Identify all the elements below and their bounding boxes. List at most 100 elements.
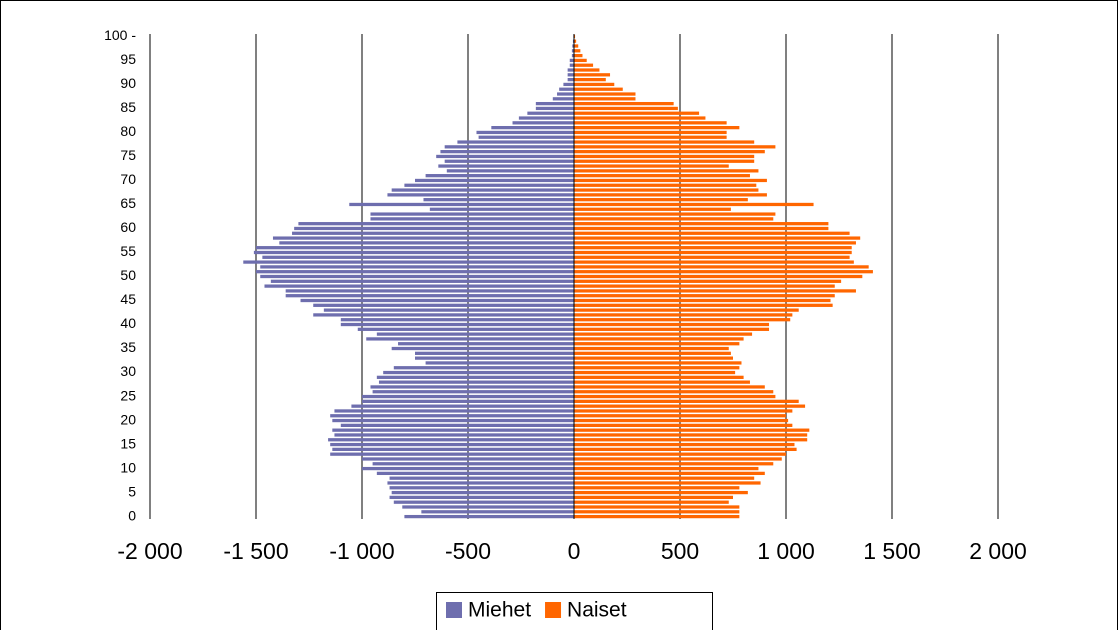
- bar: [574, 193, 767, 197]
- bar: [574, 327, 770, 331]
- bar: [571, 53, 574, 58]
- bar: [415, 356, 574, 360]
- bar: [423, 198, 574, 202]
- bar: [574, 212, 776, 216]
- bar: [300, 298, 574, 303]
- bar: [574, 164, 729, 168]
- bar: [279, 241, 574, 245]
- bar: [567, 73, 574, 77]
- bar: [491, 126, 574, 130]
- bar: [574, 298, 831, 303]
- bar: [567, 68, 574, 72]
- bar: [574, 246, 852, 250]
- bar: [393, 500, 574, 504]
- bar: [391, 188, 574, 192]
- bar: [574, 385, 765, 389]
- bar: [438, 164, 574, 168]
- bar: [262, 255, 574, 259]
- y-tick-label: 60: [120, 219, 136, 235]
- bar: [574, 399, 799, 403]
- y-tick-label: 65: [120, 195, 136, 211]
- bar: [357, 327, 574, 331]
- bar: [535, 101, 574, 106]
- bar: [429, 207, 574, 211]
- bar: [574, 342, 740, 346]
- bar: [574, 361, 742, 365]
- bar: [272, 236, 574, 240]
- bar: [436, 154, 574, 159]
- bar: [574, 351, 731, 355]
- bar: [574, 111, 700, 115]
- bar: [574, 346, 729, 351]
- bar: [457, 140, 574, 144]
- bar: [574, 394, 776, 399]
- bar: [574, 284, 835, 288]
- bar: [574, 447, 797, 452]
- bar: [574, 423, 793, 427]
- bar: [574, 270, 873, 274]
- bar: [574, 495, 733, 500]
- bar: [421, 510, 574, 514]
- bar: [391, 490, 574, 495]
- bar: [264, 284, 574, 288]
- bar: [574, 274, 863, 279]
- legend-swatch: [545, 602, 562, 618]
- bar: [340, 318, 574, 322]
- bar: [574, 159, 755, 163]
- bar: [444, 159, 574, 163]
- bar: [362, 466, 574, 471]
- bar: [574, 255, 850, 259]
- bar: [376, 375, 574, 379]
- bar: [313, 303, 574, 307]
- y-tick-label: 95: [120, 51, 136, 67]
- bar: [518, 116, 574, 120]
- y-tick-label: 85: [120, 99, 136, 115]
- y-tick-label: 90: [120, 75, 136, 91]
- bar: [292, 231, 574, 235]
- x-tick-label: -1 000: [329, 538, 394, 564]
- bar: [574, 188, 759, 192]
- bar: [330, 414, 574, 418]
- legend-box: [436, 592, 713, 630]
- bar: [393, 366, 574, 370]
- bar: [574, 154, 755, 159]
- bar: [574, 73, 611, 77]
- bar: [425, 174, 574, 178]
- y-tick-label: 15: [120, 435, 136, 451]
- bar: [574, 428, 810, 432]
- bar: [572, 39, 574, 43]
- bar: [415, 351, 574, 355]
- bar: [340, 322, 574, 327]
- bar: [574, 231, 850, 235]
- bar: [574, 452, 786, 456]
- bar: [574, 250, 852, 255]
- bar: [574, 217, 774, 221]
- y-tick-label: 45: [120, 291, 136, 307]
- bar: [574, 49, 581, 53]
- bar: [574, 308, 799, 312]
- bar: [270, 279, 574, 283]
- bar: [574, 505, 740, 509]
- bar: [574, 418, 789, 423]
- bar: [256, 270, 574, 274]
- bar: [362, 457, 574, 461]
- bar: [574, 77, 606, 82]
- legend-label: Naiset: [567, 599, 627, 622]
- bar: [425, 361, 574, 365]
- bar: [446, 169, 574, 173]
- bar: [574, 471, 765, 476]
- bar: [574, 121, 727, 125]
- y-tick-label: 25: [120, 387, 136, 403]
- bar: [574, 322, 770, 327]
- bar: [574, 198, 748, 202]
- bar: [574, 260, 854, 264]
- bar: [574, 390, 774, 394]
- bar: [476, 130, 574, 135]
- bar: [260, 274, 574, 279]
- bar: [574, 126, 740, 130]
- bar: [574, 226, 829, 231]
- bar: [574, 222, 829, 226]
- bar: [340, 423, 574, 427]
- bar: [574, 68, 600, 72]
- bar: [376, 332, 574, 336]
